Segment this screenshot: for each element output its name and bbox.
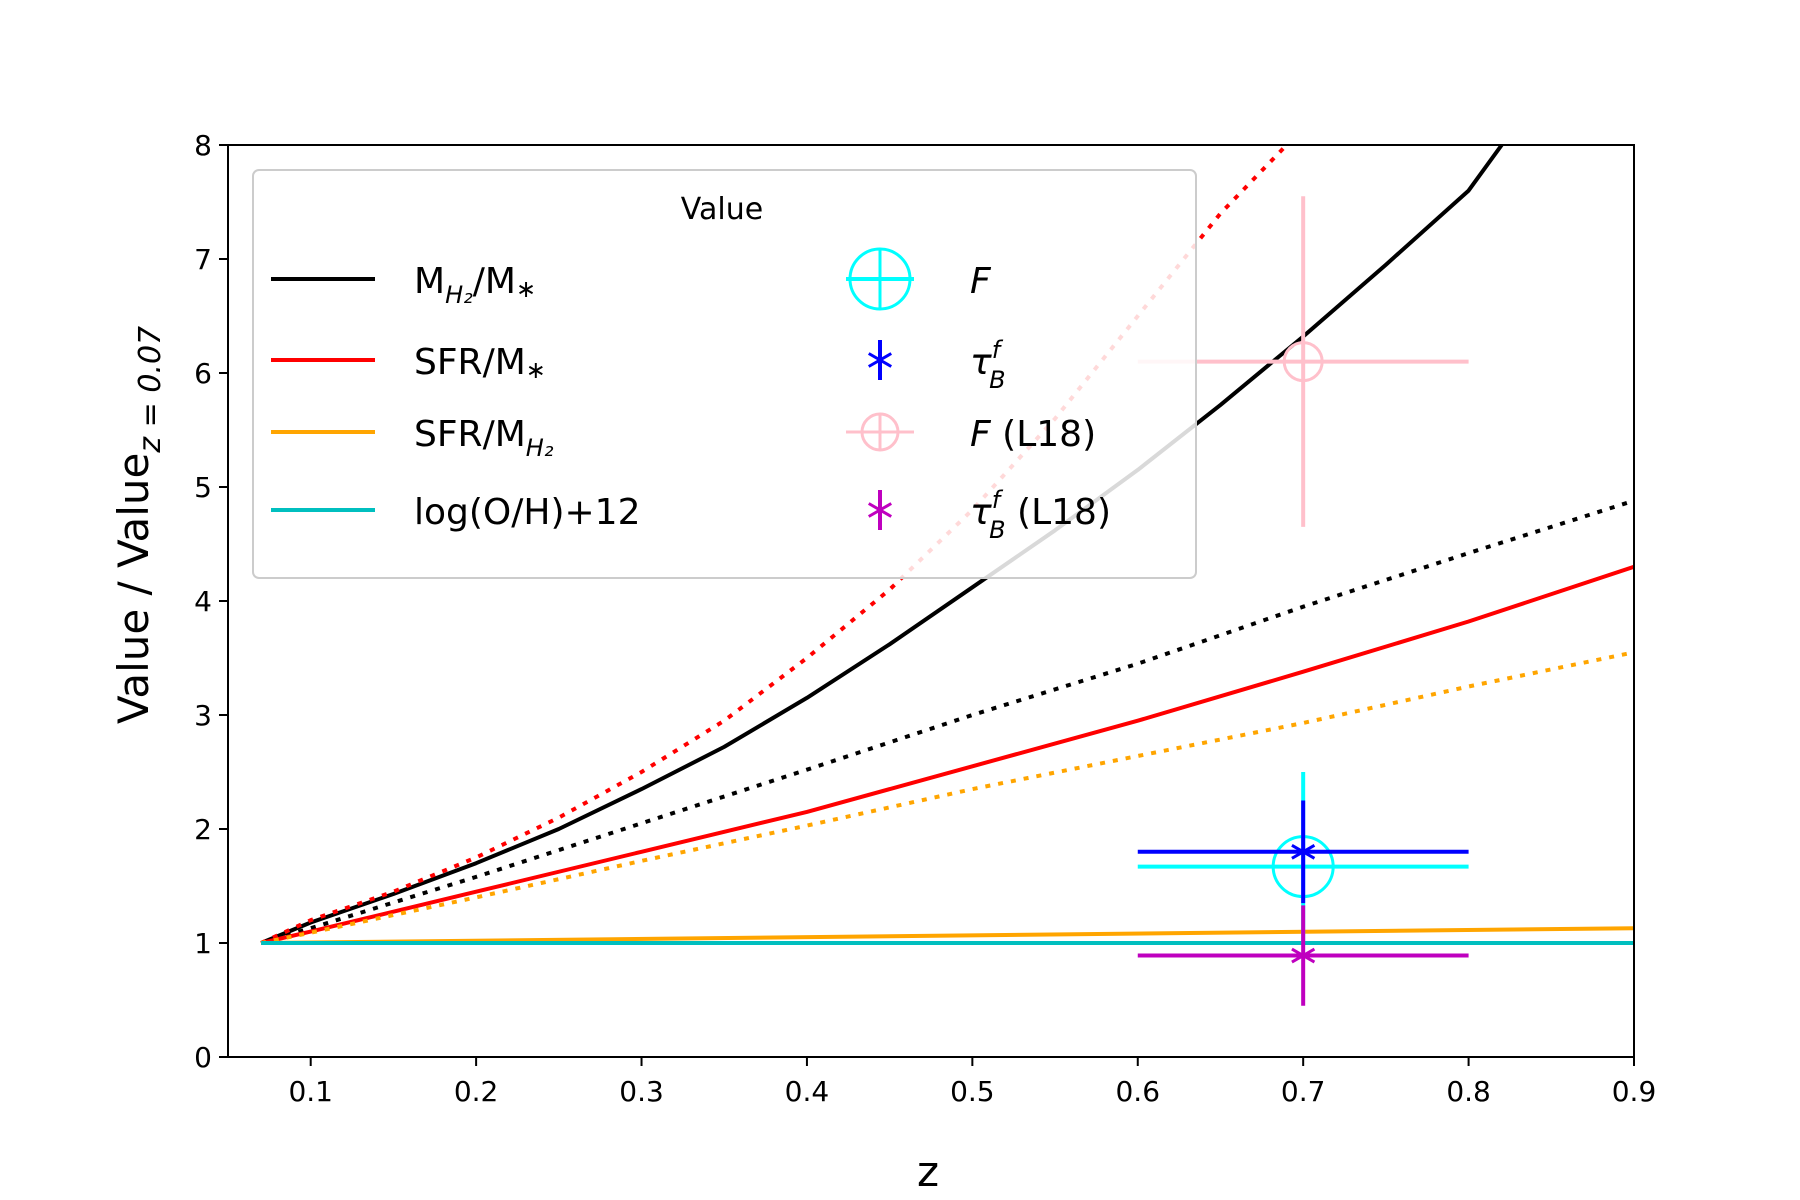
y-tick-label: 2 xyxy=(194,813,212,846)
axes: 0.1 0.2 0.3 0.4 0.5 0.6 0.7 0.8 0.9 0 1 2 3 4 5 6 7 8 xyxy=(194,129,1656,1108)
y-axis-label-main: Value / Value xyxy=(109,453,158,725)
y-tick-label: 8 xyxy=(194,129,212,162)
error-point-3 xyxy=(1137,905,1469,1006)
marker-star-arm xyxy=(1291,844,1316,860)
y-tick-label: 5 xyxy=(194,471,212,504)
x-tick-label: 0.6 xyxy=(1115,1075,1160,1108)
legend-label: SFR/M∗ xyxy=(414,342,546,384)
legend-item-F: F xyxy=(846,247,992,311)
legend-item-sfr_mstar: SFR/M∗ xyxy=(271,342,546,384)
x-tick-label: 0.3 xyxy=(619,1075,664,1108)
legend-item-sfr_mh2: SFR/MH₂ xyxy=(271,414,554,462)
error-point-2 xyxy=(1137,800,1469,904)
series-line-2-solid xyxy=(260,564,1634,945)
series-line-4-solid xyxy=(261,926,1634,945)
x-tick-label: 0.1 xyxy=(288,1075,333,1108)
legend-label: SFR/MH₂ xyxy=(414,414,554,462)
y-tick-label: 1 xyxy=(194,927,212,960)
legend-box xyxy=(252,169,1197,579)
plot-area xyxy=(260,145,1634,1006)
x-tick-label: 0.2 xyxy=(454,1075,499,1108)
y-tick-label: 6 xyxy=(194,357,212,390)
legend-label: F (L18) xyxy=(970,414,1096,455)
x-axis-label: z xyxy=(917,1147,939,1196)
y-tick-label: 0 xyxy=(194,1041,212,1074)
svg-text:Value / Valuez = 0.07: Value / Valuez = 0.07 xyxy=(109,326,168,724)
x-tick-label: 0.7 xyxy=(1281,1075,1326,1108)
legend-item-mh2_mstar: MH₂/M∗ xyxy=(271,261,536,309)
y-tick-label: 7 xyxy=(194,243,212,276)
y-axis-label: Value / Valuez = 0.07 xyxy=(109,326,168,724)
legend-label: MH₂/M∗ xyxy=(414,261,536,309)
x-tick-label: 0.5 xyxy=(950,1075,995,1108)
legend-label: τf B (L18) xyxy=(970,486,1111,544)
y-tick-label: 3 xyxy=(194,699,212,732)
x-tick-label: 0.4 xyxy=(785,1075,830,1108)
x-tick-label: 0.9 xyxy=(1612,1075,1657,1108)
x-tick-label: 0.8 xyxy=(1446,1075,1491,1108)
y-tick-label: 4 xyxy=(194,585,212,618)
legend-item-oh: log(O/H)+12 xyxy=(271,492,640,533)
series-line-0-solid xyxy=(260,145,1504,945)
legend-label: F xyxy=(970,261,992,302)
error-point-0 xyxy=(1137,196,1469,527)
y-axis-label-subscript: z = 0.07 xyxy=(133,326,168,454)
legend-item-F_L18: F (L18) xyxy=(846,412,1096,455)
marker-star-arm xyxy=(1291,947,1316,964)
legend-item-tauB_L18: τf B (L18) xyxy=(867,486,1111,544)
legend-label: log(O/H)+12 xyxy=(414,492,640,533)
legend-title: Value xyxy=(681,192,763,227)
plot-data xyxy=(260,145,1634,1006)
series-line-3-dotted xyxy=(260,145,1289,945)
